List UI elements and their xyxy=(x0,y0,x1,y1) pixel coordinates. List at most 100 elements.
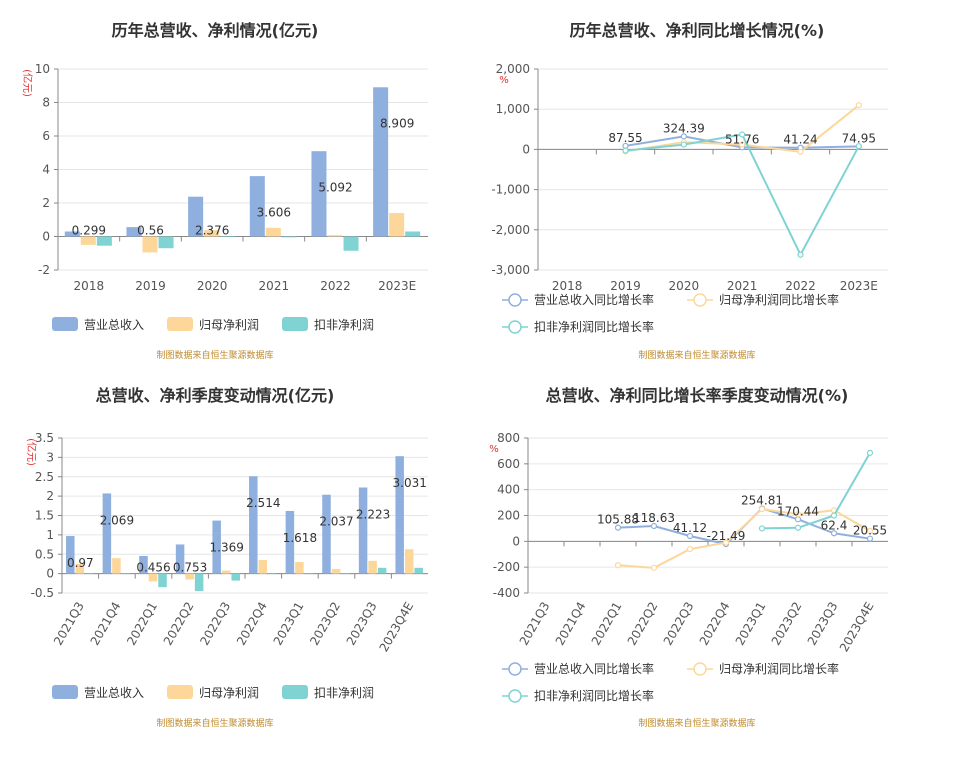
bar-net-profit xyxy=(295,562,304,574)
line-point xyxy=(758,525,766,532)
line-point xyxy=(797,148,804,155)
line-point xyxy=(830,512,838,519)
y-tick-label: 2 xyxy=(42,196,50,210)
x-tick-label: 2023Q4E xyxy=(837,600,877,655)
line-point xyxy=(855,143,862,150)
data-label: 2.069 xyxy=(100,513,134,527)
y-tick-label: 8 xyxy=(42,96,50,110)
x-tick-label: 2018 xyxy=(74,279,105,293)
x-tick-label: 2022Q2 xyxy=(161,600,197,648)
bar-deducted-profit xyxy=(343,236,359,251)
bar-revenue xyxy=(175,544,185,574)
legend-marker xyxy=(693,662,707,676)
x-tick-label: 2019 xyxy=(610,279,641,293)
line-series-deducted-profit xyxy=(625,133,860,257)
x-tick-label: 2023Q3 xyxy=(805,600,841,648)
chart-title: 历年总营收、净利情况(亿元) xyxy=(112,21,319,40)
x-tick-label: 2022Q4 xyxy=(234,600,270,648)
line-point xyxy=(739,131,746,138)
data-label: 41.12 xyxy=(673,521,707,535)
x-tick-label: 2023E xyxy=(840,279,878,293)
data-label: 3.031 xyxy=(393,476,427,490)
annual-revenue-profit-chart: 历年总营收、净利情况(亿元) (亿元) -2 0 2 4 6 8 10 2018 2019 2020 2… xyxy=(0,0,482,383)
data-label: 1.618 xyxy=(283,531,317,545)
y-tick-label: -2,000 xyxy=(491,223,530,237)
x-tick-label: 2020 xyxy=(197,279,228,293)
bar-revenue xyxy=(249,476,258,574)
data-label: 0.56 xyxy=(137,224,164,238)
bar-net-profit xyxy=(142,236,158,253)
y-tick-label: 0 xyxy=(42,230,50,244)
legend-label: 营业总收入同比增长率 xyxy=(534,292,654,307)
bar-revenue xyxy=(311,151,327,237)
x-tick-label: 2022 xyxy=(320,279,351,293)
data-label: 74.95 xyxy=(842,131,876,145)
line-point xyxy=(614,562,622,569)
x-tick-label: 2023E xyxy=(378,279,416,293)
line-point xyxy=(866,449,874,456)
legend-label: 归母净利润同比增长率 xyxy=(719,661,839,676)
line-point xyxy=(650,564,658,571)
y-tick-label: 3.5 xyxy=(35,431,54,445)
data-label: 0.97 xyxy=(67,556,94,570)
y-unit-label: (亿元) xyxy=(25,438,38,466)
line-point xyxy=(794,511,802,518)
legend-swatch xyxy=(167,317,193,331)
line-point xyxy=(739,141,746,148)
line-series-deducted-profit xyxy=(761,452,871,530)
bar-net-profit xyxy=(148,573,158,582)
bar-deducted-profit xyxy=(220,236,236,237)
data-label: 41.24 xyxy=(783,133,817,147)
line-point xyxy=(830,530,838,537)
y-tick-label: -200 xyxy=(493,560,520,574)
bar-revenue xyxy=(66,536,75,574)
data-label: 2.514 xyxy=(246,496,280,510)
legend-swatch xyxy=(52,317,78,331)
bar-revenue xyxy=(373,87,389,237)
x-tick-label: 2022Q4 xyxy=(697,600,733,648)
y-tick-label: -2 xyxy=(38,263,50,277)
y-tick-label: 2.5 xyxy=(35,470,54,484)
annual-growth-rate-chart: 历年总营收、净利同比增长情况(%)% -3,000 -2,000 -1,000 0 1,0… xyxy=(482,0,964,383)
x-tick-label: 2023Q4E xyxy=(377,600,417,655)
bar-net-profit xyxy=(331,568,341,574)
data-label: 5.092 xyxy=(318,180,352,194)
bar-revenue xyxy=(102,493,112,574)
y-tick-label: 0.5 xyxy=(35,547,54,561)
y-tick-label: 0 xyxy=(46,567,54,581)
bar-deducted-profit xyxy=(231,573,240,581)
data-source-note: 制图数据来自恒生聚源数据库 xyxy=(638,349,755,361)
legend-marker xyxy=(508,293,522,307)
x-tick-label: 2023Q1 xyxy=(733,600,769,648)
data-source-note: 制图数据来自恒生聚源数据库 xyxy=(156,717,273,729)
legend-label: 扣非净利润 xyxy=(314,686,374,700)
y-tick-label: 1,000 xyxy=(496,102,530,116)
bar-revenue xyxy=(212,520,221,574)
x-tick-label: 2021 xyxy=(259,279,290,293)
data-label: -21.49 xyxy=(707,529,746,543)
data-label: 62.4 xyxy=(821,518,848,532)
bar-deducted-profit xyxy=(96,236,112,246)
data-label: 2.037 xyxy=(319,515,353,529)
data-label: 0.753 xyxy=(173,561,207,575)
legend-label: 扣非净利润 xyxy=(314,318,374,332)
data-source-note: 制图数据来自恒生聚源数据库 xyxy=(638,717,755,729)
bar-deducted-profit xyxy=(268,573,277,575)
y-tick-label: -3,000 xyxy=(491,263,530,277)
y-tick-label: 800 xyxy=(497,431,520,445)
bar-deducted-profit xyxy=(158,573,167,588)
legend-swatch xyxy=(167,685,193,699)
bar-deducted-profit xyxy=(281,236,297,238)
bar-revenue xyxy=(126,227,142,237)
bar-revenue xyxy=(188,196,204,237)
quarterly-growth-rate-chart: 总营收、净利同比增长率季度变动情况(%)% -400 -200 0 200 400 600 8… xyxy=(482,383,964,766)
y-tick-label: 3 xyxy=(46,450,54,464)
x-tick-label: 2023Q2 xyxy=(307,600,343,648)
data-label: 254.81 xyxy=(741,493,783,507)
data-label: 51.76 xyxy=(725,132,759,146)
line-series-net-profit xyxy=(617,507,871,569)
bar-net-profit xyxy=(75,563,85,574)
y-tick-label: 4 xyxy=(42,163,50,177)
data-label: 2.376 xyxy=(195,224,229,238)
y-tick-label: 1 xyxy=(46,528,54,542)
